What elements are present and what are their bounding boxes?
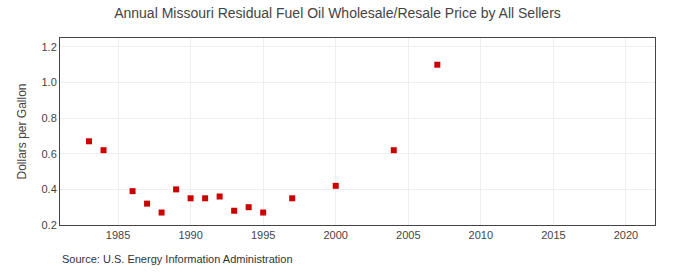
svg-text:Annual Missouri Residual Fuel: Annual Missouri Residual Fuel Oil Wholes…	[114, 5, 561, 21]
svg-text:0.2: 0.2	[42, 219, 57, 231]
svg-text:1995: 1995	[251, 229, 275, 241]
svg-text:2015: 2015	[541, 229, 565, 241]
svg-text:2005: 2005	[396, 229, 420, 241]
svg-text:0.8: 0.8	[42, 112, 57, 124]
svg-text:1990: 1990	[178, 229, 202, 241]
svg-text:2020: 2020	[614, 229, 638, 241]
svg-text:2010: 2010	[469, 229, 493, 241]
svg-text:Source: U.S. Energy Informatio: Source: U.S. Energy Information Administ…	[62, 253, 293, 265]
svg-text:1.0: 1.0	[42, 76, 57, 88]
svg-text:2000: 2000	[323, 229, 347, 241]
svg-text:0.4: 0.4	[42, 183, 57, 195]
svg-text:1985: 1985	[106, 229, 130, 241]
svg-text:0.6: 0.6	[42, 148, 57, 160]
svg-text:1.2: 1.2	[42, 41, 57, 53]
svg-text:Dollars per Gallon: Dollars per Gallon	[15, 83, 29, 179]
